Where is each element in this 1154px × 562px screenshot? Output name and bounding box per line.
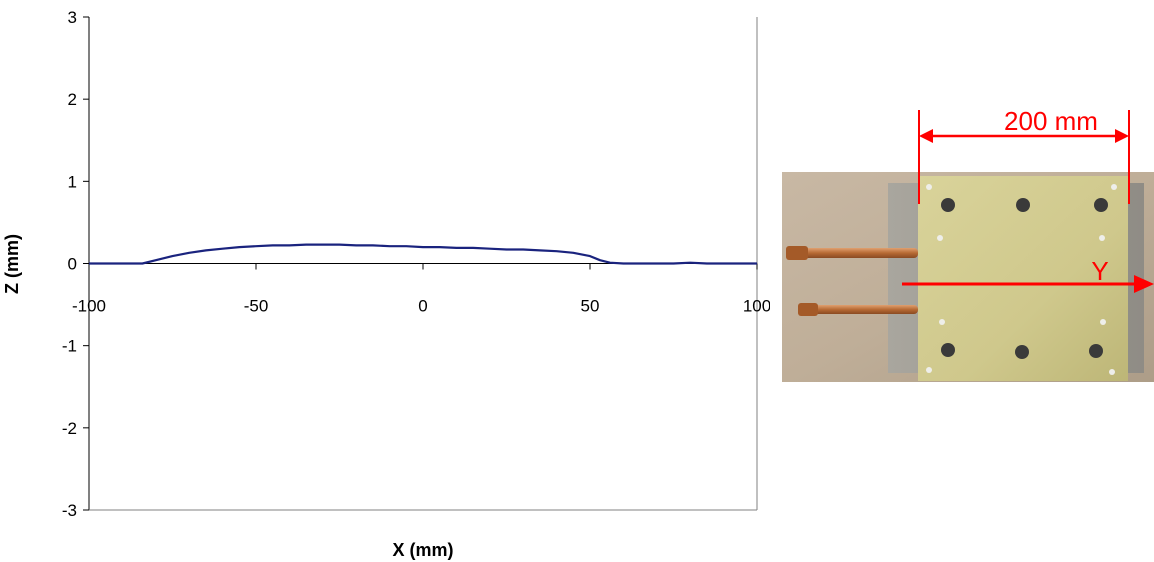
chart-series xyxy=(89,243,757,265)
copper-tube-top-end xyxy=(786,246,808,260)
y-axis-title: Z (mm) xyxy=(2,234,22,294)
copper-tube-bottom-end xyxy=(798,303,818,316)
screw-icon xyxy=(1094,198,1108,212)
hole-icon xyxy=(1111,184,1117,190)
screw-icon xyxy=(1016,198,1030,212)
hole-icon xyxy=(926,367,932,373)
hole-icon xyxy=(1100,319,1106,325)
x-tick-label: 100 xyxy=(743,297,770,316)
copper-tube-top xyxy=(788,248,918,258)
x-tick-label: -50 xyxy=(244,297,269,316)
hotplate-photo: 200 mm Y xyxy=(770,100,1154,400)
hole-icon xyxy=(937,235,943,241)
y-tick-label: 1 xyxy=(68,172,77,191)
x-tick-label: 50 xyxy=(581,297,600,316)
hole-icon xyxy=(1109,369,1115,375)
hole-icon xyxy=(1099,235,1105,241)
dimension-arrow-left-icon xyxy=(919,129,933,143)
chart-tick-labels: -3 -2 -1 0 1 2 3 -100 -50 0 50 100 xyxy=(62,8,770,520)
x-tick-label: -100 xyxy=(72,297,106,316)
screw-icon xyxy=(941,343,955,357)
hole-icon xyxy=(939,319,945,325)
x-axis-title: X (mm) xyxy=(392,540,453,560)
y-tick-label: -3 xyxy=(62,501,77,520)
hole-icon xyxy=(926,184,932,190)
y-tick-label: 0 xyxy=(68,255,77,274)
screw-icon xyxy=(1015,345,1029,359)
series-line xyxy=(89,243,757,265)
dimension-label: 200 mm xyxy=(1004,106,1098,136)
y-tick-label: 2 xyxy=(68,90,77,109)
photo-illustration: 200 mm Y xyxy=(782,106,1154,382)
y-axis-arrow-head-icon xyxy=(1134,275,1154,293)
y-tick-label: -1 xyxy=(62,337,77,356)
copper-tube-bottom xyxy=(800,305,918,314)
screw-icon xyxy=(1089,344,1103,358)
screw-icon xyxy=(941,198,955,212)
y-tick-label: 3 xyxy=(68,8,77,27)
dimension-arrow-right-icon xyxy=(1115,129,1129,143)
line-chart: -3 -2 -1 0 1 2 3 -100 -50 0 50 100 X (mm) Z (mm) xyxy=(2,8,770,560)
y-axis-label: Y xyxy=(1091,256,1108,286)
y-tick-label: -2 xyxy=(62,419,77,438)
x-tick-label: 0 xyxy=(418,297,427,316)
